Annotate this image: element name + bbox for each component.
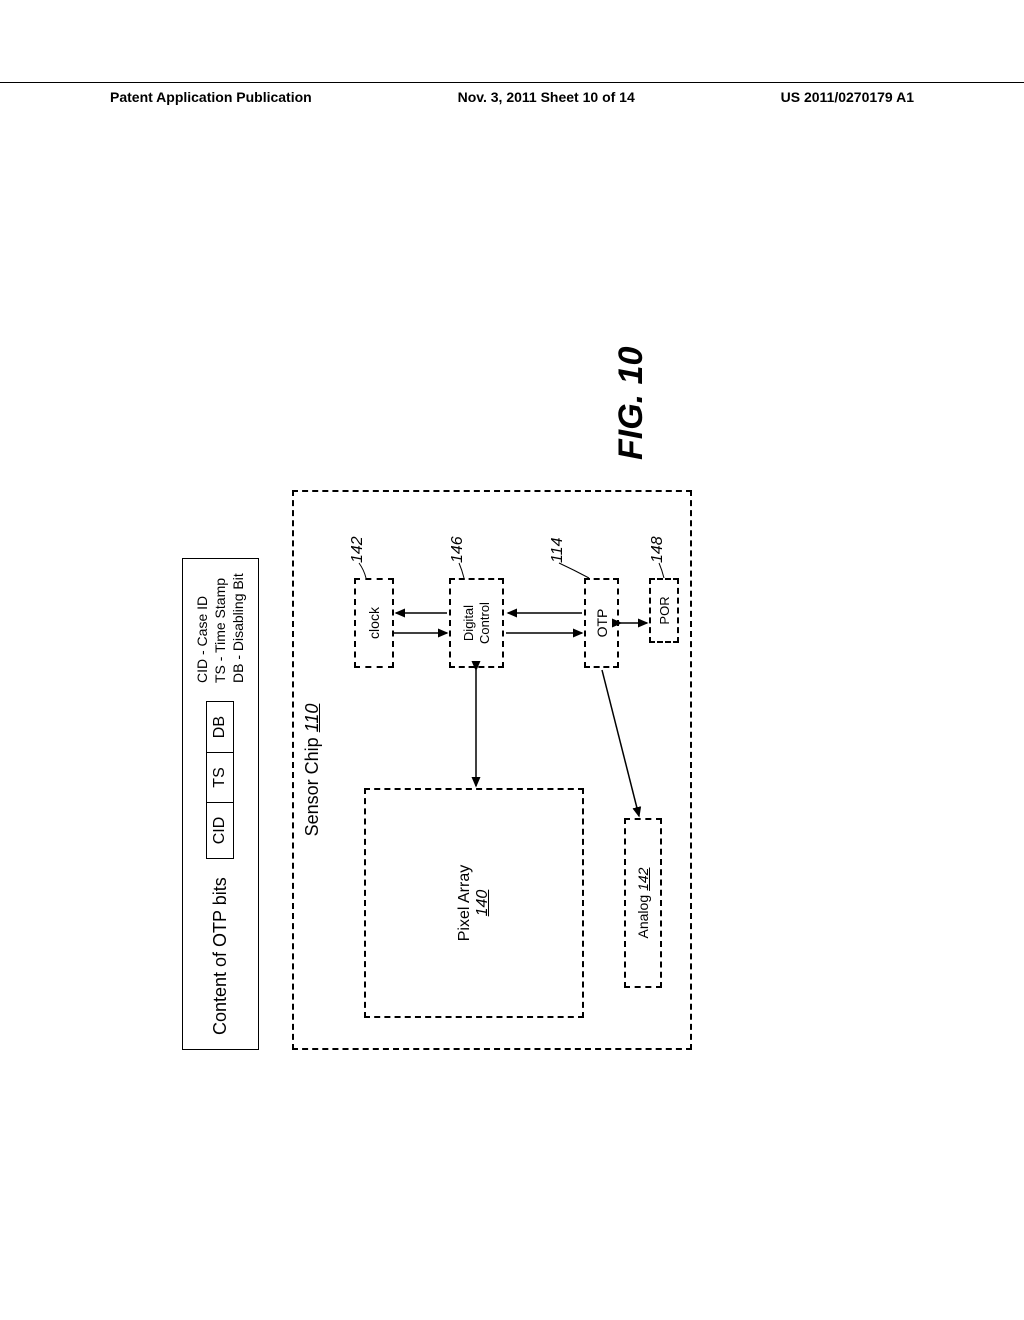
otp-legend-cid: CID - Case ID	[193, 573, 211, 683]
por-label: POR	[657, 596, 672, 624]
analog-label: Analog	[635, 895, 651, 939]
otp-cell-ts: TS	[206, 752, 234, 801]
digital-control-block: Digital Control	[449, 578, 504, 668]
pixel-array-block: Pixel Array 140	[364, 788, 584, 1018]
analog-block: Analog 142	[624, 818, 662, 988]
otp-bits-box: Content of OTP bits CID TS DB CID - Case…	[182, 558, 259, 1050]
header-left: Patent Application Publication	[110, 89, 312, 102]
header-bar: Patent Application Publication Nov. 3, 2…	[0, 82, 1024, 102]
page: Patent Application Publication Nov. 3, 2…	[0, 0, 1024, 1320]
sensor-chip-label: Sensor Chip	[302, 737, 322, 836]
clock-label: clock	[366, 607, 382, 639]
sensor-chip-ref: 110	[302, 704, 322, 733]
otp-legend-ts: TS - Time Stamp	[211, 573, 229, 683]
otp-legend-db: DB - Disabling Bit	[229, 573, 247, 683]
pixel-array-ref: 140	[474, 890, 492, 917]
header-right: US 2011/0270179 A1	[781, 89, 914, 102]
header-center: Nov. 3, 2011 Sheet 10 of 14	[458, 89, 635, 102]
otp-cell-cid: CID	[206, 802, 234, 860]
ref-por-148: 148	[649, 536, 667, 563]
ref-clock-142: 142	[349, 536, 367, 563]
sensor-chip-block: Sensor Chip 110 Pixel Array 140 Analog 1…	[292, 490, 692, 1050]
otp-cells: CID TS DB	[206, 701, 234, 859]
analog-ref: 142	[635, 868, 651, 891]
por-block: POR	[649, 578, 679, 643]
figure-rotated-container: Content of OTP bits CID TS DB CID - Case…	[162, 210, 862, 1110]
sensor-chip-title: Sensor Chip 110	[302, 492, 323, 1048]
otp-bits-label: Content of OTP bits	[210, 877, 231, 1035]
ref-otp-114: 114	[549, 537, 567, 563]
pixel-array-label: Pixel Array	[456, 865, 474, 941]
digital-control-label: Digital Control	[461, 602, 492, 644]
figure-label: FIG. 10	[612, 347, 651, 460]
clock-block: clock	[354, 578, 394, 668]
otp-cell-db: DB	[206, 701, 234, 752]
ref-digital-146: 146	[449, 536, 467, 563]
otp-label: OTP	[594, 609, 610, 638]
otp-block: OTP	[584, 578, 619, 668]
otp-legend: CID - Case ID TS - Time Stamp DB - Disab…	[193, 573, 248, 683]
